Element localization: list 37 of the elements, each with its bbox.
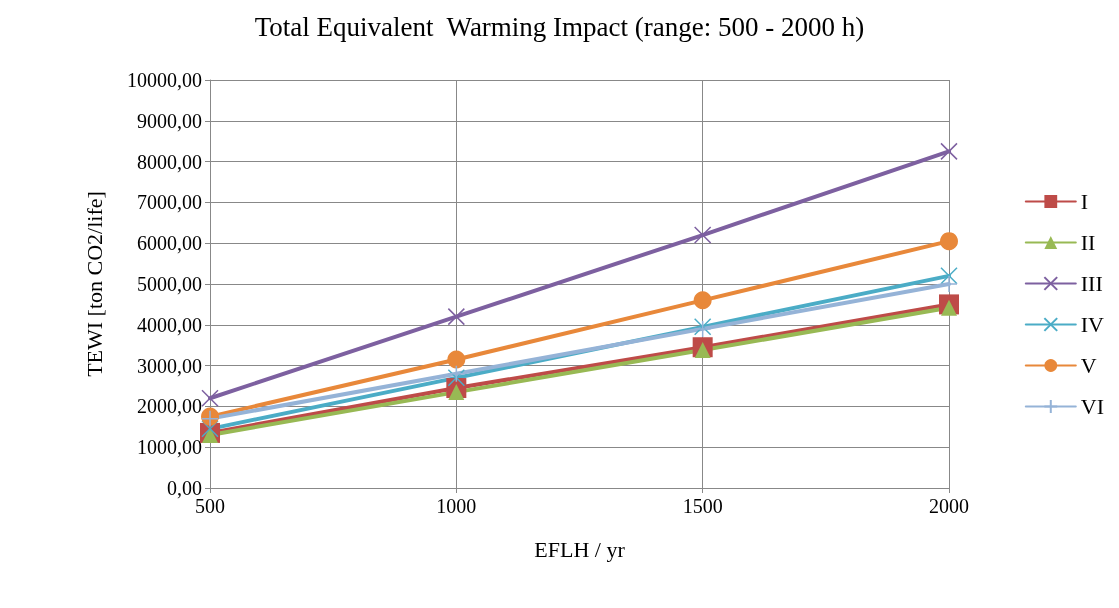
point (693, 226, 712, 244)
y-tick-label: 4000,00 (137, 313, 202, 336)
y-tick-label: 7000,00 (137, 191, 202, 214)
point (693, 291, 712, 310)
point (448, 384, 465, 401)
y-tick-label: 10000,00 (127, 69, 202, 91)
x-tick-label: 2000 (929, 495, 969, 517)
chart-title: Total Equivalent Warming Impact (range: 500 - 2000 h) (254, 11, 865, 42)
legend-label: I (1080, 189, 1089, 214)
x-axis-title: EFLH / yr (534, 536, 626, 562)
y-tick-label: 9000,00 (137, 109, 202, 132)
point (447, 365, 466, 383)
point (940, 267, 958, 285)
point (447, 307, 466, 326)
legend-label: V (1080, 353, 1097, 378)
y-tick-label: 8000,00 (137, 150, 202, 173)
x-tick-label: 1000 (436, 495, 477, 517)
point (447, 350, 466, 369)
y-tick-label: 5000,00 (137, 273, 202, 295)
y-axis-title: TEWI [ton CO2/life] (81, 191, 107, 377)
point (447, 369, 466, 387)
point (694, 342, 711, 359)
y-tick-label: 1000,00 (137, 436, 202, 459)
point (201, 389, 219, 407)
point (941, 299, 957, 316)
legend-label: II (1080, 230, 1096, 255)
legend-label: III (1080, 271, 1103, 296)
legend-label: IV (1080, 312, 1105, 337)
y-tick-label: 2000,00 (137, 395, 202, 418)
point (940, 232, 958, 251)
point (940, 142, 958, 161)
legend-label: VI (1080, 394, 1104, 419)
y-tick-label: 6000,00 (137, 232, 202, 255)
point (201, 420, 219, 438)
point (940, 275, 958, 293)
y-tick-label: 3000,00 (137, 354, 202, 377)
x-tick-label: 1500 (682, 495, 723, 517)
